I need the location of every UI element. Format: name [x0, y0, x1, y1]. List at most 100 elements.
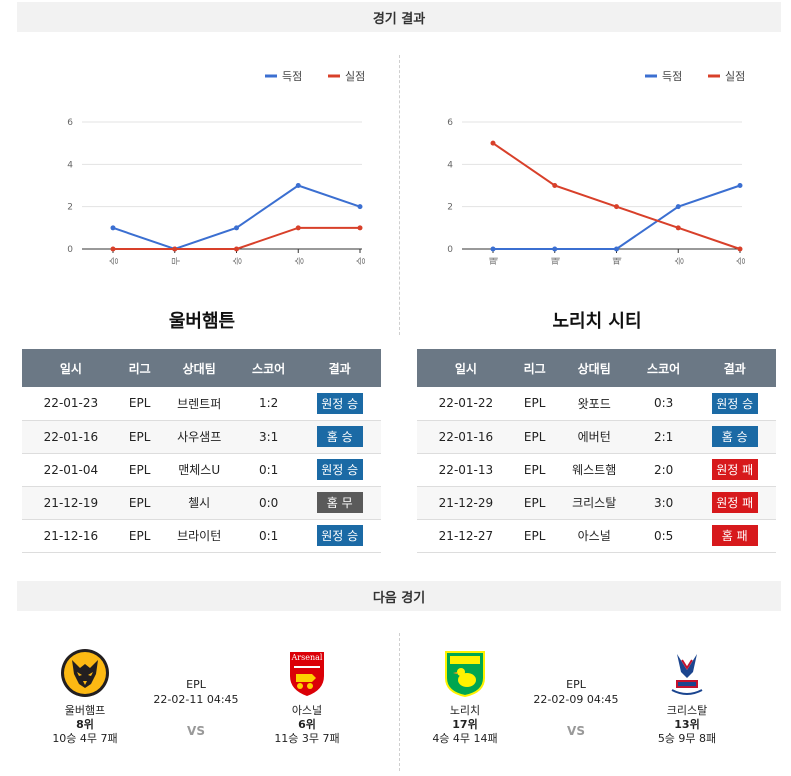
match-league: EPL: [514, 486, 555, 520]
data-point[interactable]: [490, 246, 496, 252]
match-result-cell: 홈 승: [693, 420, 776, 454]
x-tick-label: 승: [109, 257, 120, 265]
data-point[interactable]: [295, 183, 301, 188]
header-league: 리그: [119, 349, 160, 387]
data-point[interactable]: [172, 246, 178, 252]
match-result-cell: 원정 승: [298, 519, 381, 553]
vs-label: VS: [187, 724, 205, 738]
y-tick-label: 2: [447, 203, 453, 213]
header-result: 결과: [298, 349, 381, 387]
match-date: 21-12-27: [417, 519, 515, 553]
match-info: EPL 22-02-11 04:45: [140, 677, 252, 707]
data-point[interactable]: [614, 246, 619, 252]
home-team[interactable]: 노리치 17위 4승 4무 14패: [410, 648, 520, 746]
table-row: 22-01-16 EPL 사우샘프 3:1 홈 승: [22, 420, 381, 454]
data-point[interactable]: [234, 225, 239, 231]
match-opponent: 브렌트퍼: [159, 387, 239, 421]
data-point[interactable]: [675, 204, 681, 210]
data-point[interactable]: [110, 246, 116, 252]
away-team[interactable]: 크리스탈 13위 5승 9무 8패: [632, 648, 742, 746]
header-opponent: 상대팀: [554, 349, 634, 387]
home-team-record: 4승 4무 14패: [432, 732, 498, 745]
data-point[interactable]: [552, 246, 558, 252]
header-league: 리그: [514, 349, 555, 387]
match-date: 21-12-19: [22, 486, 120, 520]
away-team-rank: 13위: [674, 718, 700, 731]
home-team-name: 울버햄프: [64, 704, 106, 717]
table-row: 21-12-16 EPL 브라이턴 0:1 원정 승: [22, 519, 381, 553]
match-league: EPL: [514, 420, 555, 454]
match-score: 2:1: [633, 420, 694, 454]
match-league: EPL: [119, 519, 160, 553]
match-league: EPL: [514, 453, 555, 487]
legend-label-scored[interactable]: 득점: [662, 70, 682, 83]
table-row: 22-01-13 EPL 웨스트햄 2:0 원정 패: [417, 453, 776, 487]
match-result-cell: 원정 승: [298, 453, 381, 487]
data-point[interactable]: [234, 246, 239, 252]
x-tick-label: 승: [233, 257, 244, 265]
away-team[interactable]: Arsenal 아스널 6위 11승 3무 7패: [252, 648, 362, 746]
home-team-rank: 8위: [76, 718, 94, 731]
header-opponent: 상대팀: [159, 349, 239, 387]
chart-right: 0 2 4 6 패 패 패 승 승 득점 실점: [420, 55, 780, 280]
match-score: 0:1: [238, 519, 299, 553]
y-tick-label: 0: [447, 245, 453, 255]
data-point[interactable]: [490, 140, 496, 146]
match-result-cell: 홈 무: [298, 486, 381, 520]
data-point[interactable]: [737, 246, 743, 252]
result-badge: 원정 승: [316, 459, 363, 480]
result-badge: 홈 승: [316, 426, 363, 447]
result-badge: 원정 패: [711, 492, 758, 513]
match-league: EPL: [119, 420, 160, 454]
legend-label-scored[interactable]: 득점: [282, 70, 302, 83]
data-point[interactable]: [110, 225, 116, 231]
legend-label-conceded[interactable]: 실점: [725, 70, 745, 83]
match-score: 0:5: [633, 519, 694, 553]
legend-label-conceded[interactable]: 실점: [345, 70, 365, 83]
match-score: 3:0: [633, 486, 694, 520]
data-point[interactable]: [737, 183, 743, 188]
match-result-cell: 홈 승: [298, 420, 381, 454]
x-tick-label: 승: [736, 257, 747, 265]
match-date: 22-01-04: [22, 453, 120, 487]
x-tick-label: 무: [171, 257, 182, 265]
data-point[interactable]: [614, 204, 619, 210]
data-point[interactable]: [357, 225, 363, 231]
y-tick-label: 6: [67, 118, 73, 128]
column-divider: [399, 55, 400, 335]
away-team-record: 11승 3무 7패: [274, 732, 340, 745]
x-tick-label: 승: [294, 257, 305, 265]
results-table-right: 일시 리그 상대팀 스코어 결과 22-01-22 EPL 왓포드 0:3 원정 승 22…: [417, 349, 776, 553]
table-row: 22-01-16 EPL 에버턴 2:1 홈 승: [417, 420, 776, 454]
match-league: EPL: [514, 519, 555, 553]
y-tick-label: 4: [447, 160, 453, 170]
table-header-row: 일시 리그 상대팀 스코어 결과: [417, 349, 776, 387]
table-row: 21-12-19 EPL 첼시 0:0 홈 무: [22, 486, 381, 520]
away-team-name: 아스널: [291, 704, 323, 717]
match-datetime: 22-02-11 04:45: [153, 693, 239, 706]
next-match-section-title: 다음 경기: [17, 581, 781, 611]
data-point[interactable]: [295, 225, 301, 231]
team-title-left: 울버햄튼: [168, 311, 236, 332]
away-team-record: 5승 9무 8패: [657, 732, 717, 745]
match-result-cell: 홈 패: [693, 519, 776, 553]
home-team[interactable]: 울버햄프 8위 10승 4무 7패: [30, 648, 140, 746]
result-badge: 원정 패: [711, 459, 758, 480]
match-league: EPL: [566, 678, 586, 691]
match-opponent: 맨체스U: [159, 453, 239, 487]
data-point[interactable]: [675, 225, 681, 231]
match-league: EPL: [119, 387, 160, 421]
next-match-card[interactable]: 노리치 17위 4승 4무 14패 EPL 22-02-09 04:45 VS …: [410, 648, 770, 758]
vs-label: VS: [567, 724, 585, 738]
next-title-text: 다음 경기: [372, 590, 426, 606]
match-date: 22-01-23: [22, 387, 120, 421]
data-point[interactable]: [552, 183, 558, 188]
data-point[interactable]: [357, 204, 363, 210]
x-tick-label: 승: [674, 257, 685, 265]
table-row: 22-01-22 EPL 왓포드 0:3 원정 승: [417, 387, 776, 421]
next-match-card[interactable]: 울버햄프 8위 10승 4무 7패 EPL 22-02-11 04:45 VS …: [30, 648, 390, 758]
result-badge: 홈 승: [711, 426, 758, 447]
results-section-title: 경기 결과: [17, 2, 781, 32]
result-badge: 원정 승: [711, 392, 758, 414]
match-result-cell: 원정 승: [298, 387, 381, 421]
